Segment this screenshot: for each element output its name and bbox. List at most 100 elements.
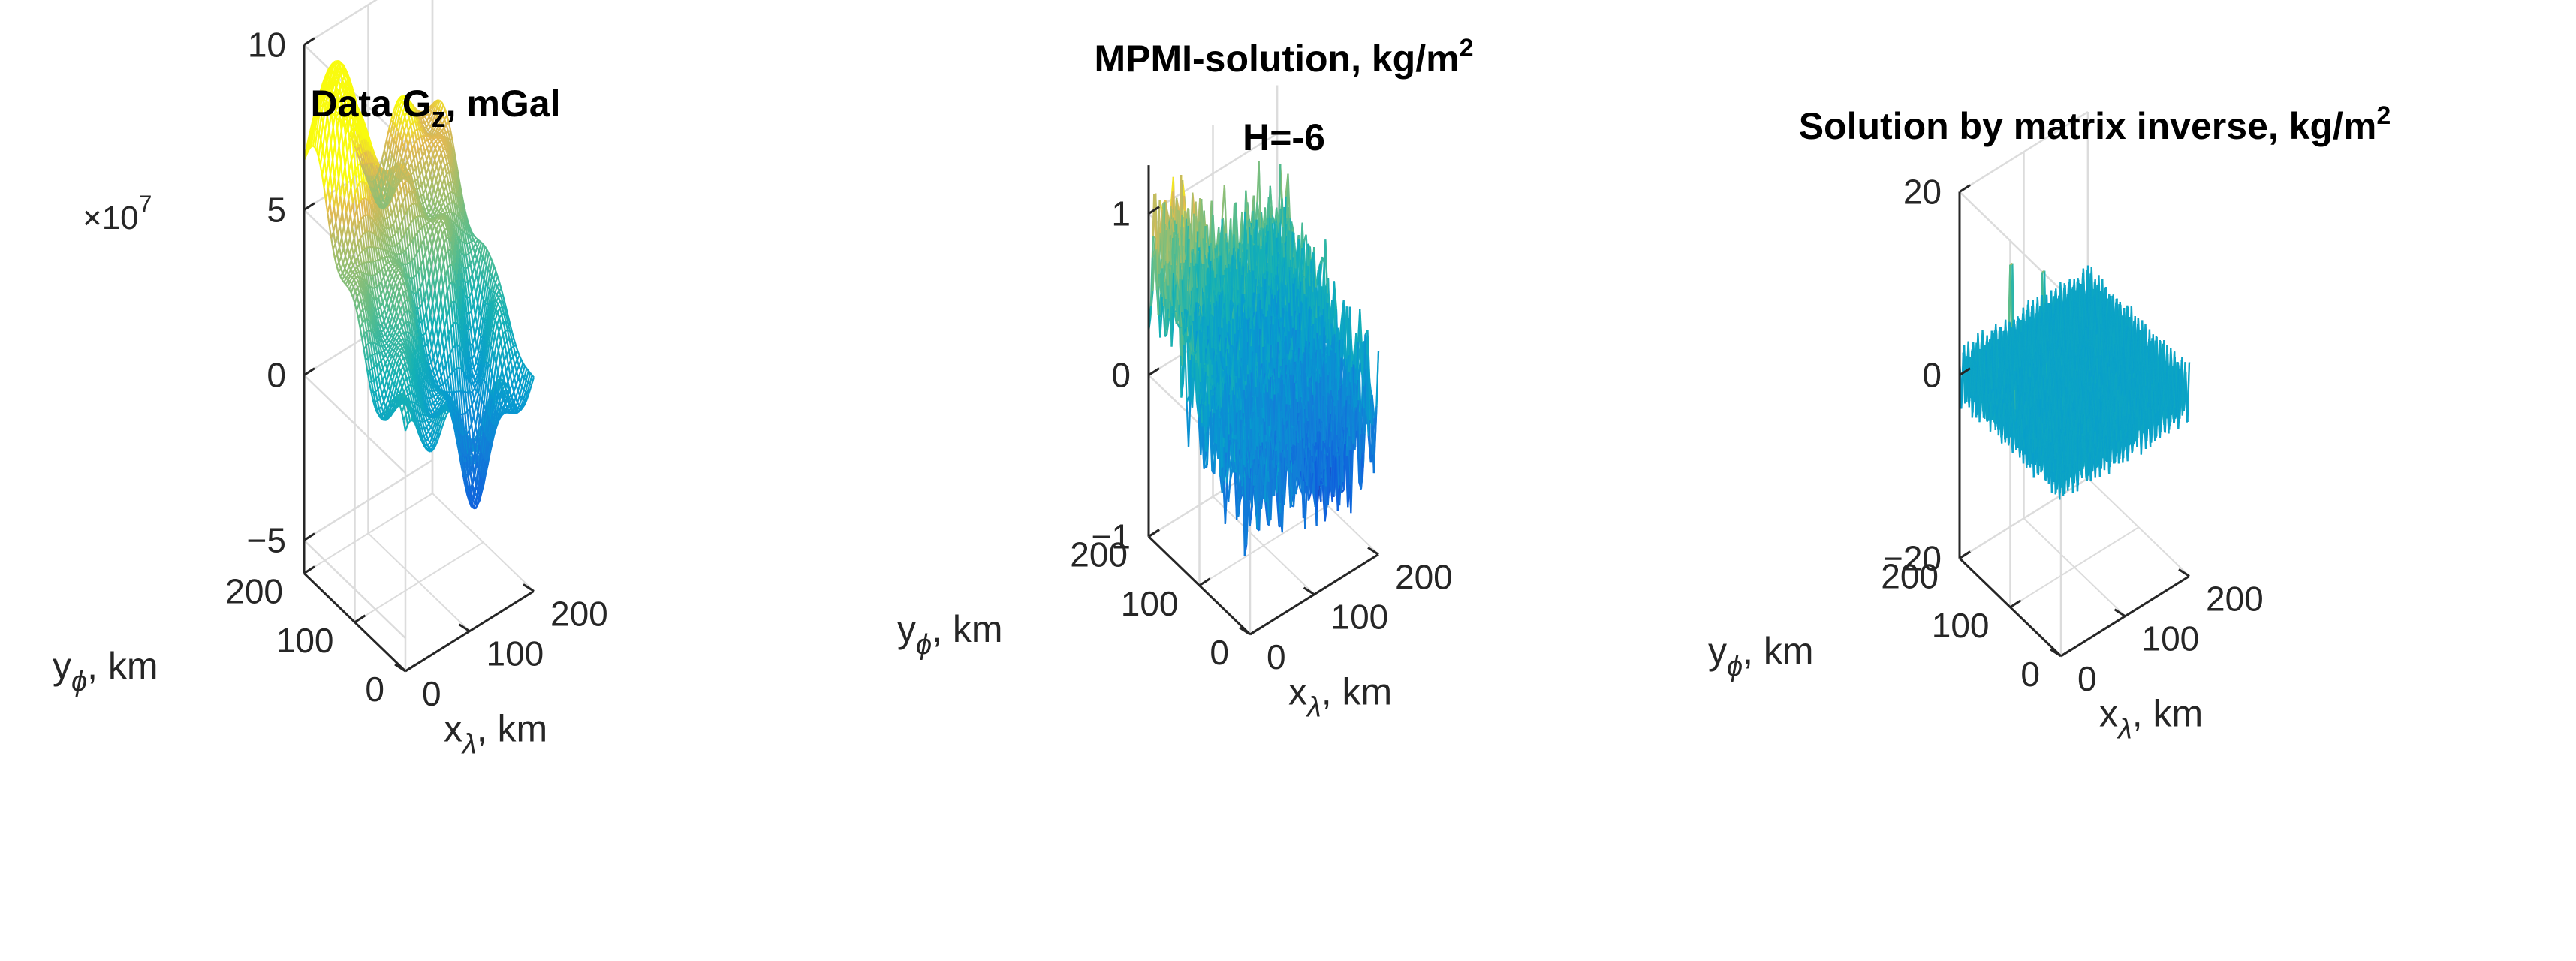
mesh-line-x: [495, 350, 499, 364]
mesh-line-x: [488, 399, 493, 420]
mesh-line-x: [489, 349, 493, 368]
mesh-line-x: [490, 266, 496, 277]
mesh-line-x: [495, 297, 499, 302]
mesh-line-y: [506, 330, 511, 340]
floor-gridline-y: [303, 493, 433, 574]
mesh-line-y: [493, 390, 498, 402]
mesh-line-x: [489, 261, 493, 273]
mesh-line-x: [481, 437, 487, 459]
mesh-line-x: [490, 379, 495, 399]
mesh-line-y: [502, 321, 506, 332]
mesh-line-x: [492, 408, 496, 426]
mesh-line-x: [490, 404, 495, 424]
mesh-line-x: [490, 425, 494, 443]
mesh-line-y: [512, 356, 516, 365]
mesh-line-y: [502, 334, 506, 345]
mesh-line-x: [521, 377, 526, 387]
mesh-line-x: [521, 366, 526, 375]
mesh-line-x: [490, 279, 495, 291]
mesh-line-y: [501, 306, 505, 315]
mesh-line-x: [485, 442, 490, 462]
mesh-line-y: [484, 450, 488, 467]
mesh-line-x: [491, 300, 496, 311]
mesh-line-x: [522, 391, 527, 400]
mesh-line-x: [493, 270, 497, 280]
mesh-line-y: [500, 288, 505, 296]
mesh-line-x: [487, 367, 491, 388]
mesh-line-x: [491, 335, 496, 351]
mesh-line-x: [491, 292, 496, 302]
mesh-line-x: [479, 257, 484, 270]
mesh-line-y: [511, 339, 514, 347]
mesh-line-x: [529, 375, 533, 384]
mesh-line-x: [483, 383, 487, 405]
mesh-line-x: [487, 256, 492, 270]
mesh-line-x: [481, 321, 486, 338]
mesh-line-x: [486, 303, 490, 320]
mesh-line-x: [526, 383, 531, 393]
mesh-line-x: [481, 279, 485, 296]
mesh-line-x: [526, 392, 530, 400]
mesh-line-x: [525, 370, 529, 381]
mesh-line-x: [480, 432, 484, 453]
mesh-line-y: [510, 348, 514, 357]
mesh-line-x: [483, 265, 487, 280]
mesh-line-x: [495, 303, 499, 310]
mesh-line-x: [494, 393, 499, 410]
mesh-line-x: [476, 418, 481, 436]
mesh-line-x: [500, 396, 505, 405]
mesh-line-y: [508, 330, 513, 339]
mesh-line-y: [502, 301, 505, 309]
mesh-line-x: [484, 304, 488, 321]
mesh-line-x: [494, 286, 499, 294]
mesh-line-y: [481, 480, 484, 493]
mesh-line-x: [523, 380, 527, 390]
mesh-line-x: [481, 404, 485, 426]
mesh-line-x: [493, 342, 498, 357]
mesh-line-x: [485, 345, 490, 363]
mesh-line-x: [487, 345, 492, 364]
mesh-line-x: [524, 392, 529, 401]
mesh-line-y: [503, 307, 508, 316]
mesh-line-x: [481, 380, 485, 400]
mesh-line-x: [478, 336, 482, 351]
mesh-line-x: [493, 294, 498, 302]
mesh-line-x: [480, 300, 485, 317]
mesh-line-x: [478, 380, 482, 394]
mesh-line-y: [478, 469, 481, 485]
mesh-line-x: [478, 452, 482, 471]
mesh-line-x: [479, 458, 484, 477]
mesh-line-x: [501, 312, 505, 315]
mesh-line-y: [508, 365, 511, 375]
mesh-line-y: [512, 346, 517, 354]
mesh-line-x: [477, 396, 481, 412]
mesh-line-y: [504, 344, 508, 355]
mesh-line-x: [498, 388, 502, 401]
mesh-line-y: [477, 453, 481, 468]
mesh-line-x: [480, 365, 484, 381]
mesh-line-x: [484, 387, 489, 410]
mesh-line-x: [484, 286, 489, 303]
floor-gridline-x: [432, 493, 535, 592]
mesh-line-x: [480, 244, 484, 255]
mesh-line-y: [506, 340, 510, 351]
mesh-line-x: [481, 363, 486, 380]
mesh-line-x: [484, 414, 489, 438]
mesh-line-x: [495, 372, 499, 387]
mesh-line-x: [484, 269, 490, 284]
mesh-line-y: [498, 385, 502, 393]
floor-gridline-y: [354, 541, 484, 623]
mesh-line-y: [499, 295, 504, 302]
mesh-line-x: [519, 374, 523, 384]
mesh-line-x: [525, 382, 529, 392]
mesh-line-x: [488, 318, 493, 332]
mesh-line-y: [499, 301, 503, 308]
mesh-line-x: [487, 273, 491, 288]
mesh-line-x: [484, 346, 488, 363]
mesh-line-x: [479, 379, 484, 397]
mesh-line-x: [487, 393, 491, 416]
mesh-line-x: [490, 308, 495, 319]
mesh-line-x: [520, 389, 525, 399]
mesh-line-x: [492, 319, 496, 332]
